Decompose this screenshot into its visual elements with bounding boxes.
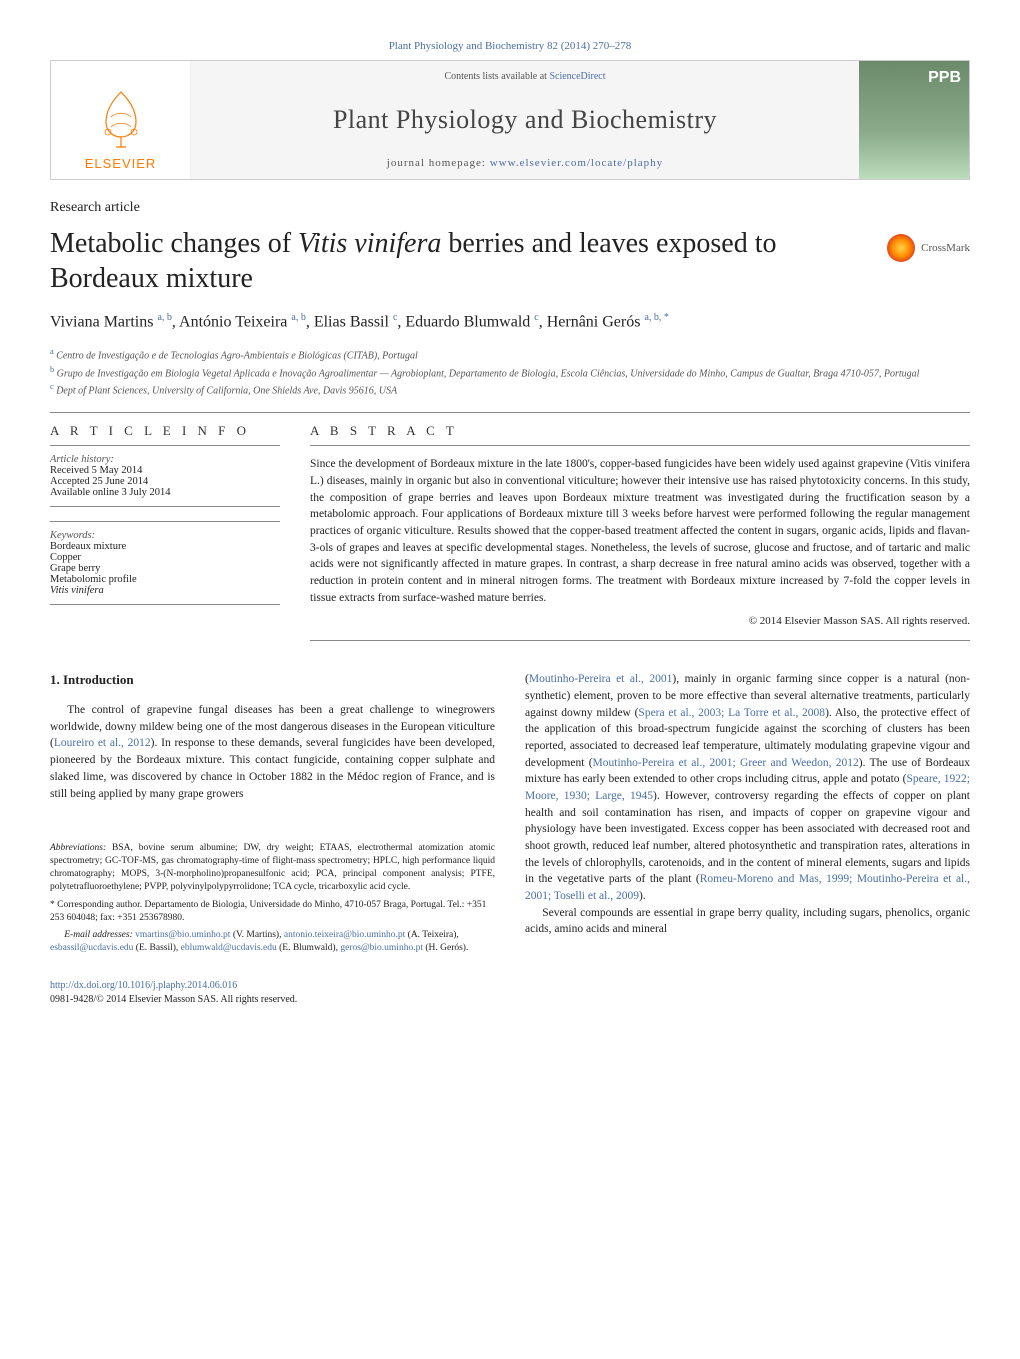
crossmark-icon <box>887 234 915 262</box>
intro-para-2: (Moutinho-Pereira et al., 2001), mainly … <box>525 671 970 904</box>
abstract-heading: A B S T R A C T <box>310 423 970 439</box>
keyword: Grape berry <box>50 563 280 574</box>
keyword: Vitis vinifera <box>50 585 280 596</box>
abbreviations-block: Abbreviations: BSA, bovine serum albumin… <box>50 842 495 893</box>
sciencedirect-link[interactable]: ScienceDirect <box>549 71 605 82</box>
homepage-link[interactable]: www.elsevier.com/locate/plaphy <box>490 157 663 169</box>
homepage-line: journal homepage: www.elsevier.com/locat… <box>211 157 839 169</box>
article-type: Research article <box>50 200 970 216</box>
doi-link[interactable]: http://dx.doi.org/10.1016/j.plaphy.2014.… <box>50 979 970 993</box>
corresponding-author: * Corresponding author. Departamento de … <box>50 899 495 925</box>
keyword: Metabolomic profile <box>50 574 280 585</box>
elsevier-tree-icon <box>86 82 156 152</box>
authors-line: Viviana Martins a, b, António Teixeira a… <box>50 310 970 334</box>
intro-para-3: Several compounds are essential in grape… <box>525 905 970 938</box>
intro-para-1: The control of grapevine fungal diseases… <box>50 702 495 802</box>
history-received: Received 5 May 2014 <box>50 465 280 476</box>
abstract-text: Since the development of Bordeaux mixtur… <box>310 456 970 606</box>
affiliations: a Centro de Investigação e de Tecnologia… <box>50 346 970 398</box>
history-online: Available online 3 July 2014 <box>50 487 280 498</box>
contents-line: Contents lists available at ScienceDirec… <box>211 71 839 82</box>
crossmark-badge[interactable]: CrossMark <box>887 226 970 262</box>
top-citation: Plant Physiology and Biochemistry 82 (20… <box>50 40 970 52</box>
history-accepted: Accepted 25 June 2014 <box>50 476 280 487</box>
crossmark-label: CrossMark <box>921 242 970 254</box>
publisher-logo-area: ELSEVIER <box>51 61 191 179</box>
journal-banner: ELSEVIER Contents lists available at Sci… <box>50 60 970 180</box>
keywords-label: Keywords: <box>50 530 280 541</box>
history-label: Article history: <box>50 454 280 465</box>
cover-label: PPB <box>928 69 961 87</box>
issn-copyright: 0981-9428/© 2014 Elsevier Masson SAS. Al… <box>50 993 970 1007</box>
journal-cover-thumb: PPB <box>859 61 969 179</box>
page-footer: http://dx.doi.org/10.1016/j.plaphy.2014.… <box>50 979 970 1007</box>
article-info-heading: A R T I C L E I N F O <box>50 423 280 439</box>
abstract-copyright: © 2014 Elsevier Masson SAS. All rights r… <box>310 614 970 630</box>
journal-name: Plant Physiology and Biochemistry <box>211 105 839 135</box>
intro-heading: 1. Introduction <box>50 671 495 690</box>
article-title: Metabolic changes of Vitis vinifera berr… <box>50 226 867 296</box>
publisher-name: ELSEVIER <box>85 156 157 171</box>
keyword: Copper <box>50 552 280 563</box>
email-addresses: E-mail addresses: vmartins@bio.uminho.pt… <box>50 929 495 955</box>
keyword: Bordeaux mixture <box>50 541 280 552</box>
